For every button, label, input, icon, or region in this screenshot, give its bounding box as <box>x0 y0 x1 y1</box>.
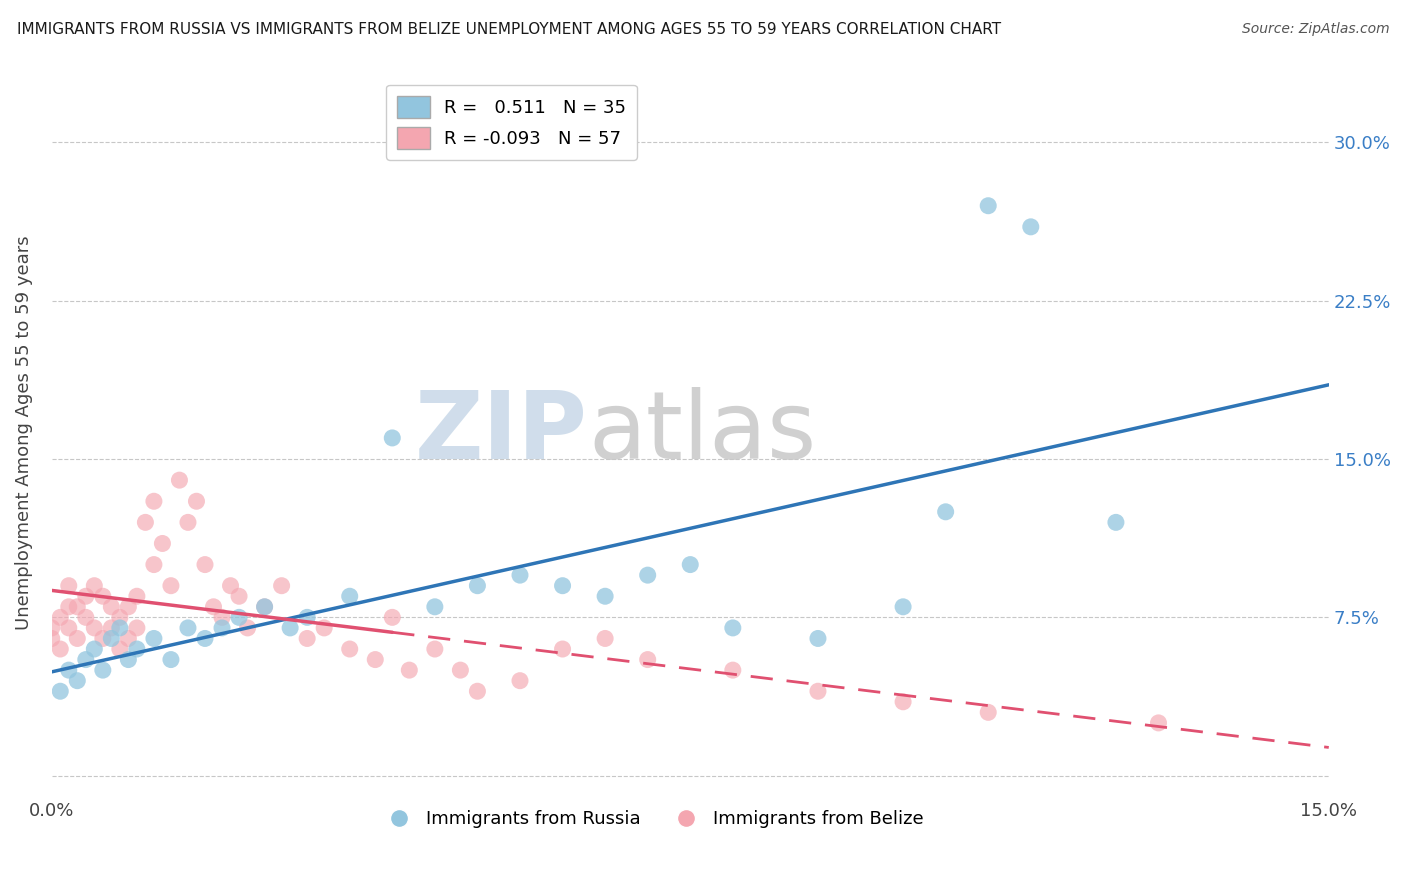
Point <box>679 558 702 572</box>
Point <box>66 599 89 614</box>
Point <box>1105 516 1128 530</box>
Point <box>160 579 183 593</box>
Point <box>49 642 72 657</box>
Point <box>593 589 616 603</box>
Point <box>83 642 105 657</box>
Point <box>152 536 174 550</box>
Point <box>339 642 361 657</box>
Point <box>186 494 208 508</box>
Point <box>278 621 301 635</box>
Point <box>58 599 80 614</box>
Point <box>83 579 105 593</box>
Point <box>807 684 830 698</box>
Point <box>314 621 336 635</box>
Point <box>977 199 1000 213</box>
Point <box>58 663 80 677</box>
Point <box>49 610 72 624</box>
Point <box>270 579 292 593</box>
Point <box>134 516 156 530</box>
Point <box>593 632 616 646</box>
Point <box>295 610 318 624</box>
Point <box>75 652 97 666</box>
Point <box>637 568 659 582</box>
Point <box>100 599 122 614</box>
Point <box>891 599 914 614</box>
Point <box>1019 219 1042 234</box>
Point <box>177 621 200 635</box>
Point <box>253 599 276 614</box>
Point <box>364 652 387 666</box>
Point <box>935 505 957 519</box>
Text: atlas: atlas <box>588 386 817 479</box>
Point <box>253 599 276 614</box>
Point <box>467 579 489 593</box>
Point <box>551 642 574 657</box>
Point <box>100 632 122 646</box>
Point <box>66 673 89 688</box>
Point <box>49 684 72 698</box>
Point <box>194 632 217 646</box>
Point <box>142 632 165 646</box>
Point <box>449 663 471 677</box>
Point <box>91 632 114 646</box>
Point <box>551 579 574 593</box>
Text: Source: ZipAtlas.com: Source: ZipAtlas.com <box>1241 22 1389 37</box>
Point <box>125 621 148 635</box>
Point <box>108 610 131 624</box>
Point <box>211 621 233 635</box>
Point <box>423 599 446 614</box>
Point <box>66 632 89 646</box>
Point <box>58 579 80 593</box>
Point <box>467 684 489 698</box>
Point <box>117 652 139 666</box>
Text: ZIP: ZIP <box>415 386 588 479</box>
Point <box>160 652 183 666</box>
Point <box>381 610 404 624</box>
Point <box>142 494 165 508</box>
Point <box>117 599 139 614</box>
Point <box>236 621 259 635</box>
Point <box>228 589 250 603</box>
Point <box>339 589 361 603</box>
Point <box>807 632 830 646</box>
Point <box>75 610 97 624</box>
Y-axis label: Unemployment Among Ages 55 to 59 years: Unemployment Among Ages 55 to 59 years <box>15 235 32 630</box>
Point <box>41 632 63 646</box>
Point <box>117 632 139 646</box>
Point <box>125 589 148 603</box>
Point <box>211 610 233 624</box>
Point <box>1147 715 1170 730</box>
Point <box>100 621 122 635</box>
Point <box>125 642 148 657</box>
Point <box>295 632 318 646</box>
Point <box>169 473 191 487</box>
Point <box>721 621 744 635</box>
Point <box>58 621 80 635</box>
Point <box>509 568 531 582</box>
Point <box>977 706 1000 720</box>
Point <box>423 642 446 657</box>
Point <box>194 558 217 572</box>
Point <box>398 663 420 677</box>
Point <box>108 621 131 635</box>
Point <box>177 516 200 530</box>
Point <box>637 652 659 666</box>
Point <box>891 695 914 709</box>
Point <box>91 663 114 677</box>
Point <box>721 663 744 677</box>
Point <box>219 579 242 593</box>
Point <box>83 621 105 635</box>
Point <box>381 431 404 445</box>
Text: IMMIGRANTS FROM RUSSIA VS IMMIGRANTS FROM BELIZE UNEMPLOYMENT AMONG AGES 55 TO 5: IMMIGRANTS FROM RUSSIA VS IMMIGRANTS FRO… <box>17 22 1001 37</box>
Point <box>202 599 225 614</box>
Point <box>142 558 165 572</box>
Legend: Immigrants from Russia, Immigrants from Belize: Immigrants from Russia, Immigrants from … <box>374 803 931 835</box>
Point <box>509 673 531 688</box>
Point <box>41 621 63 635</box>
Point <box>228 610 250 624</box>
Point <box>75 589 97 603</box>
Point <box>108 642 131 657</box>
Point <box>91 589 114 603</box>
